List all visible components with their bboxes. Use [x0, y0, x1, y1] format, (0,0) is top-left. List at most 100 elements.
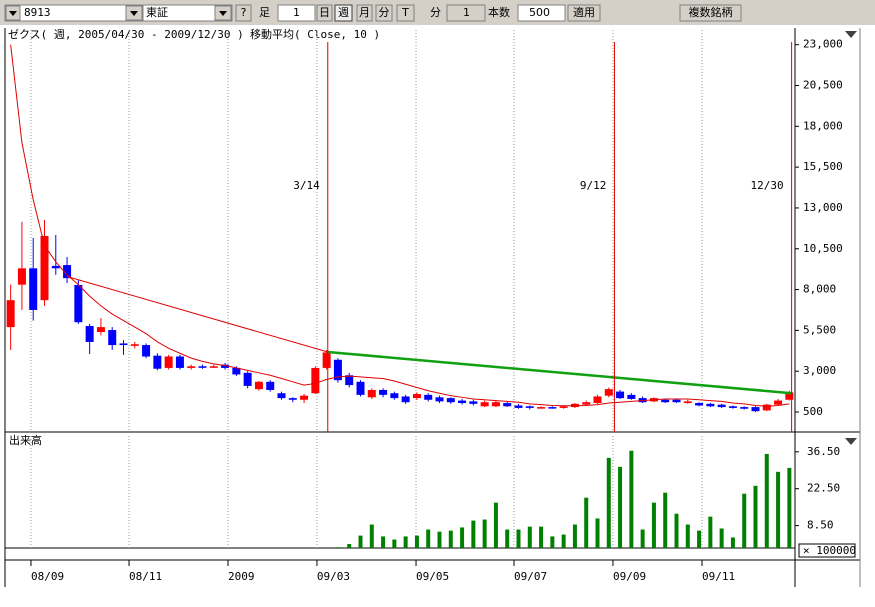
apply-button[interactable]	[567, 4, 601, 22]
y-tick-label: 36.50	[807, 445, 840, 458]
market-select[interactable]	[142, 4, 233, 22]
candle-body	[672, 399, 681, 403]
chart-title: ゼクス( 週, 2005/04/30 - 2009/12/30 )	[8, 28, 244, 41]
candle-body	[435, 397, 444, 402]
market: 東証	[146, 6, 168, 19]
minute-count: 1	[463, 6, 470, 19]
help-button[interactable]	[235, 4, 252, 22]
candle-body	[345, 375, 354, 386]
candle-body	[458, 400, 467, 404]
candle-body	[164, 356, 173, 368]
candle-body	[288, 398, 297, 400]
candle-body	[751, 407, 760, 412]
volume-bar	[572, 524, 577, 548]
candle-body	[469, 401, 478, 404]
count: 500	[529, 6, 550, 19]
candle-body	[187, 366, 196, 368]
candle-body	[683, 401, 692, 404]
volume-bar	[516, 529, 521, 548]
volume-panel-menu[interactable]	[845, 438, 857, 445]
bar-label: 足	[259, 6, 270, 19]
candle-body	[604, 389, 613, 396]
volume-bar	[460, 527, 465, 548]
moving-average	[10, 44, 790, 407]
volume-bar	[719, 528, 724, 548]
x-tick-label: 09/03	[317, 570, 350, 583]
candle-body	[706, 403, 715, 407]
volume-bar	[730, 537, 735, 548]
month-button[interactable]	[356, 4, 373, 22]
candle-body	[198, 366, 207, 368]
volume-bar	[764, 453, 769, 548]
candle-body	[593, 396, 602, 404]
volume-bar	[629, 450, 634, 548]
candle-body	[559, 406, 568, 408]
candle-body	[51, 265, 60, 269]
volume-title: 出来高	[9, 433, 42, 447]
toolbar: 8913 東証 ? 足 1 日 週 月 分 T 分 1 本数 500 適用 複数…	[0, 0, 875, 25]
candle-body	[243, 372, 252, 386]
candle-body	[29, 268, 38, 310]
bar-count-input[interactable]	[277, 4, 316, 22]
candle-body	[85, 325, 94, 342]
volume-bar	[674, 513, 679, 548]
candle-body	[266, 381, 275, 390]
candle-body	[300, 395, 309, 400]
multi-button[interactable]	[679, 4, 742, 22]
count-input[interactable]	[517, 4, 566, 22]
volume-bar	[403, 536, 408, 548]
candle-body	[537, 407, 546, 409]
candle-body	[661, 399, 670, 403]
volume-bar	[335, 547, 340, 548]
candle-body	[142, 345, 151, 357]
candle-body	[221, 364, 230, 368]
candle-body	[401, 396, 410, 403]
volume-bar	[584, 497, 589, 548]
volume-bar	[776, 471, 781, 548]
y-tick-label: 23,000	[803, 38, 843, 51]
tick-button[interactable]	[396, 4, 415, 22]
minute-count-input[interactable]	[446, 4, 486, 22]
volume-bar	[448, 530, 453, 548]
candle-body	[514, 405, 523, 408]
candle-body	[322, 352, 331, 368]
volume-bar	[550, 536, 555, 548]
candle-body	[119, 343, 128, 346]
volume-bar	[753, 485, 758, 548]
volume-unit-box	[798, 543, 856, 558]
candle-body	[480, 402, 489, 407]
week: 週	[338, 6, 349, 19]
candle-body	[728, 406, 737, 408]
candle-body	[232, 367, 241, 375]
candle-body	[446, 398, 455, 403]
candle-body	[525, 406, 534, 408]
day-button[interactable]	[316, 4, 333, 22]
volume-bar	[426, 529, 431, 548]
volume-bar	[595, 518, 600, 548]
arrow	[9, 11, 17, 16]
candle-body	[412, 394, 421, 399]
volume-bar	[787, 467, 792, 548]
event-label: 12/30	[750, 179, 783, 192]
candle-body	[63, 265, 72, 279]
panel-menu[interactable]	[845, 31, 857, 38]
x-tick-label: 09/09	[613, 570, 646, 583]
candle-body	[153, 355, 162, 369]
candle-body	[491, 402, 500, 407]
candle-body	[130, 344, 139, 346]
arrow	[130, 11, 138, 16]
candle-body	[762, 404, 771, 411]
x-tick-label: 08/09	[31, 570, 64, 583]
volume-bar	[527, 526, 532, 548]
candle-body	[379, 389, 388, 395]
volume-bar	[697, 530, 702, 548]
event-label: 3/14	[293, 179, 320, 192]
candle-body	[390, 393, 399, 399]
candle-body	[17, 268, 26, 285]
minute-label: 分	[430, 6, 441, 19]
candle-body	[695, 403, 704, 406]
volume-bar	[651, 502, 656, 548]
week-button[interactable]	[334, 4, 353, 22]
volume-bar	[471, 520, 476, 548]
minute-button[interactable]	[375, 4, 393, 22]
